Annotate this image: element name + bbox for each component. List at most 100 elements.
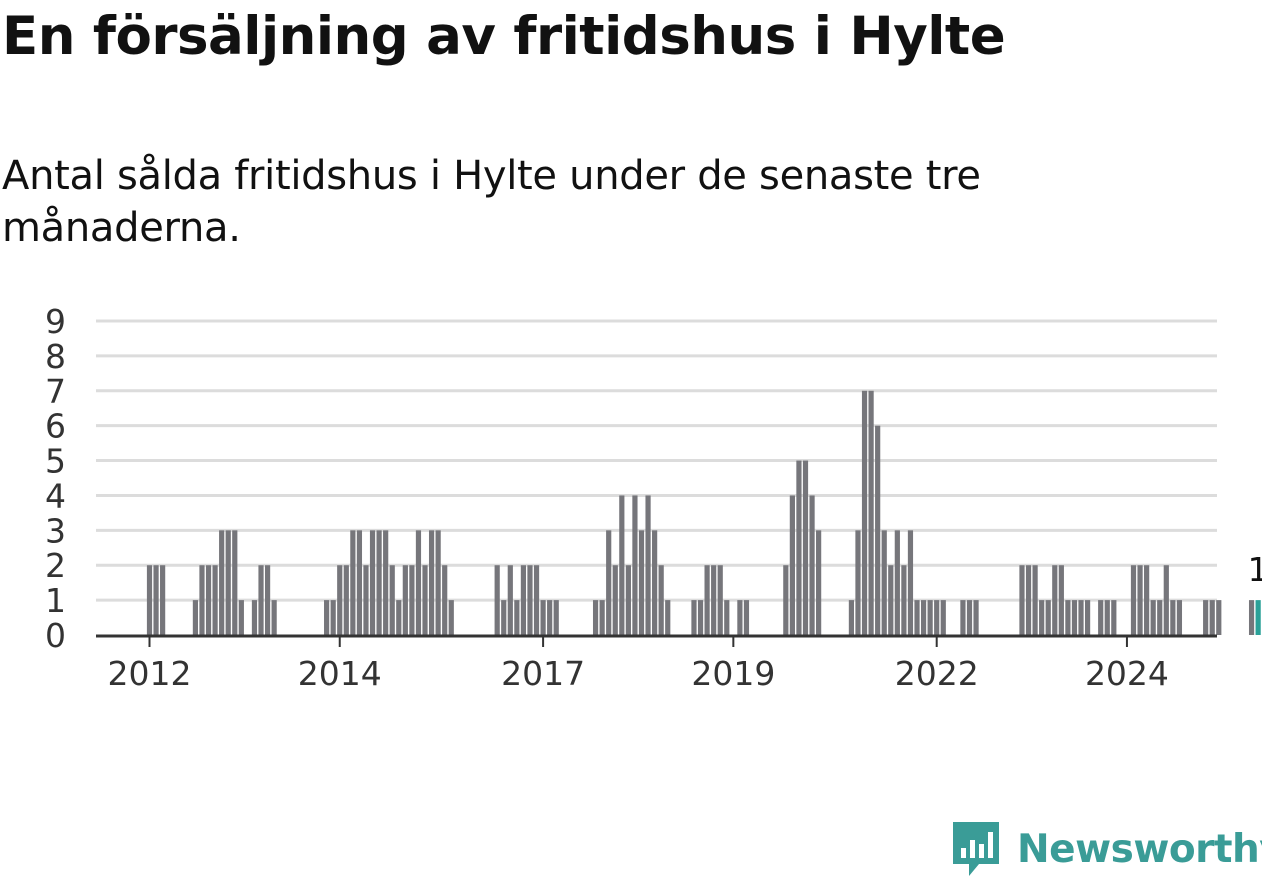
bar (875, 425, 881, 635)
bar (1098, 600, 1104, 635)
bar (934, 600, 940, 635)
bar (1216, 600, 1222, 635)
bar (494, 565, 500, 635)
bar (1170, 600, 1176, 635)
bar (540, 600, 546, 635)
x-tick-label: 2024 (1085, 654, 1169, 693)
bar (1058, 565, 1064, 635)
bar (1137, 565, 1143, 635)
x-tick-label: 2014 (298, 654, 382, 693)
bar (514, 600, 520, 635)
bar (1163, 565, 1169, 635)
bar (507, 565, 513, 635)
bar (658, 565, 664, 635)
brand-name: Newsworthy (1017, 826, 1262, 872)
bar (592, 600, 599, 635)
bar (350, 530, 356, 635)
bar (376, 530, 382, 635)
bar (1071, 600, 1078, 635)
bar (448, 600, 454, 635)
bar (901, 565, 907, 635)
bar (652, 530, 658, 635)
bar (927, 600, 933, 635)
bar (251, 600, 258, 635)
bar (1144, 565, 1150, 635)
bar (1065, 600, 1071, 635)
bar (547, 600, 553, 635)
bar (192, 600, 199, 635)
bar (665, 600, 671, 635)
bar (527, 565, 533, 635)
highlight-value-label: 1 (1248, 550, 1262, 589)
bar (383, 530, 389, 635)
bar (330, 600, 336, 635)
bar (205, 565, 212, 635)
bar (422, 565, 428, 635)
bar (238, 600, 244, 635)
bar (802, 460, 809, 635)
bar (894, 530, 900, 635)
newsworthy-brand: Newsworthy (951, 818, 1262, 880)
bar (1025, 565, 1032, 635)
bar (258, 565, 264, 635)
bar (363, 565, 369, 635)
bar (1248, 600, 1255, 635)
bar (599, 600, 605, 635)
bar (153, 565, 159, 635)
bar (645, 495, 651, 635)
bar (724, 600, 730, 635)
bar (389, 565, 395, 635)
bar (1039, 600, 1045, 635)
bar (343, 565, 349, 635)
bar (907, 530, 914, 635)
bar (324, 600, 330, 635)
bar (1111, 600, 1117, 635)
bar (409, 565, 415, 635)
bar (632, 495, 638, 635)
bar (1130, 565, 1137, 635)
bar (1019, 565, 1025, 635)
bar (868, 390, 874, 635)
bar (855, 530, 861, 635)
bar (1209, 600, 1215, 635)
y-tick-label: 3 (45, 511, 66, 550)
bar (816, 530, 822, 635)
x-tick-label: 2022 (895, 654, 979, 693)
bar (1078, 600, 1084, 635)
x-tick-label: 2019 (691, 654, 775, 693)
bar (1032, 565, 1038, 635)
bar (612, 565, 618, 635)
bar (146, 565, 153, 635)
bar (402, 565, 408, 635)
bar (881, 530, 887, 635)
bar (1084, 600, 1091, 635)
bar (212, 565, 218, 635)
bar (415, 530, 422, 635)
y-tick-label: 1 (45, 581, 66, 620)
y-tick-label: 0 (45, 616, 66, 655)
bar (1045, 600, 1051, 635)
y-tick-label: 6 (45, 407, 66, 446)
bar (638, 530, 645, 635)
bar (783, 565, 789, 635)
chart-subtitle: Antal sålda fritidshus i Hylte under de … (2, 153, 981, 251)
bar (199, 565, 205, 635)
x-tick-label: 2017 (501, 654, 585, 693)
bar (356, 530, 363, 635)
bar (1052, 565, 1058, 635)
y-tick-label: 2 (45, 546, 66, 585)
bar (704, 565, 710, 635)
y-tick-label: 4 (45, 476, 66, 515)
y-tick-label: 7 (45, 372, 66, 411)
bar (697, 600, 704, 635)
bar (271, 600, 277, 635)
bar (960, 600, 966, 635)
bar-highlight (1255, 600, 1261, 635)
bar (1157, 600, 1163, 635)
newsworthy-bar-chart-icon (953, 822, 999, 876)
bar (940, 600, 946, 635)
bar (442, 565, 448, 635)
bar (920, 600, 927, 635)
bar (914, 600, 920, 635)
bar (337, 565, 343, 635)
